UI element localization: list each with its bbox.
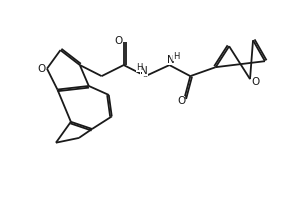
Text: O: O [177,96,185,106]
Text: O: O [114,36,122,46]
Text: H: H [173,52,179,61]
Text: H: H [136,63,142,72]
Text: N: N [167,55,175,65]
Text: O: O [251,77,260,87]
Text: N: N [140,66,148,76]
Text: O: O [38,64,46,74]
